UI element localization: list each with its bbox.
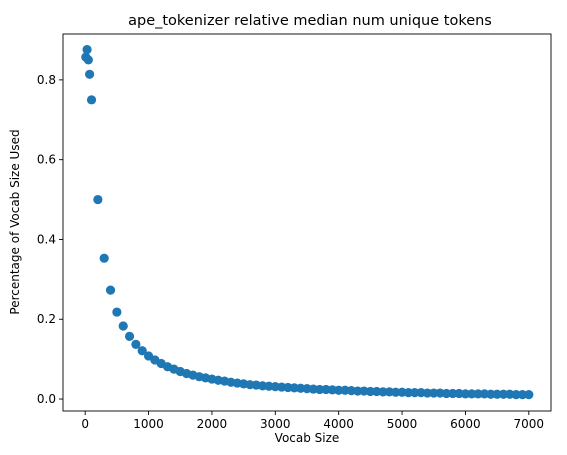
data-point bbox=[85, 69, 95, 79]
y-tick-label: 0.0 bbox=[37, 392, 56, 406]
x-tick-label: 7000 bbox=[514, 417, 545, 431]
data-point bbox=[391, 387, 401, 397]
y-tick-label: 0.8 bbox=[37, 73, 56, 87]
data-point bbox=[124, 331, 135, 341]
data-point bbox=[460, 389, 471, 399]
data-point bbox=[473, 389, 483, 399]
x-tick-label: 0 bbox=[81, 417, 89, 431]
y-axis-ticks: 0.0 0.2 0.4 0.6 0.8 bbox=[37, 73, 63, 406]
x-tick-label: 5000 bbox=[387, 417, 418, 431]
data-point bbox=[82, 44, 92, 55]
data-point bbox=[422, 388, 433, 398]
x-tick-label: 6000 bbox=[450, 417, 481, 431]
data-point bbox=[467, 389, 477, 399]
y-axis-label: Percentage of Vocab Size Used bbox=[8, 129, 22, 314]
data-point bbox=[492, 389, 502, 399]
data-point bbox=[118, 321, 128, 331]
plot-frame bbox=[62, 33, 552, 412]
data-point bbox=[365, 386, 375, 397]
data-point bbox=[83, 55, 93, 65]
x-tick-label: 4000 bbox=[323, 417, 354, 431]
data-points bbox=[81, 44, 534, 400]
x-tick-label: 3000 bbox=[260, 417, 291, 431]
data-point bbox=[112, 307, 122, 317]
x-tick-label: 1000 bbox=[133, 417, 164, 431]
data-point bbox=[403, 388, 413, 398]
y-tick-label: 0.2 bbox=[37, 312, 56, 326]
chart-title: ape_tokenizer relative median num unique… bbox=[128, 13, 492, 29]
y-tick-label: 0.4 bbox=[37, 232, 56, 246]
data-point bbox=[448, 388, 458, 399]
data-point bbox=[353, 386, 363, 396]
data-point bbox=[105, 285, 116, 295]
data-point bbox=[511, 390, 521, 400]
data-point bbox=[410, 388, 420, 398]
data-point bbox=[99, 253, 109, 263]
data-point bbox=[86, 95, 97, 105]
y-tick-label: 0.6 bbox=[37, 153, 56, 167]
x-axis-ticks: 0 1000 2000 3000 4000 5000 6000 7000 bbox=[81, 411, 544, 431]
data-point bbox=[441, 388, 452, 399]
x-axis-label: Vocab Size bbox=[275, 431, 340, 445]
data-point bbox=[93, 194, 103, 205]
data-point bbox=[498, 389, 509, 399]
data-point bbox=[517, 390, 528, 400]
data-point bbox=[486, 389, 496, 399]
data-point bbox=[315, 384, 325, 395]
data-point bbox=[378, 387, 388, 397]
data-point bbox=[429, 388, 439, 398]
data-point bbox=[524, 390, 534, 400]
x-tick-label: 2000 bbox=[197, 417, 228, 431]
data-point bbox=[334, 385, 344, 395]
data-point bbox=[137, 346, 147, 356]
data-point bbox=[131, 339, 141, 349]
